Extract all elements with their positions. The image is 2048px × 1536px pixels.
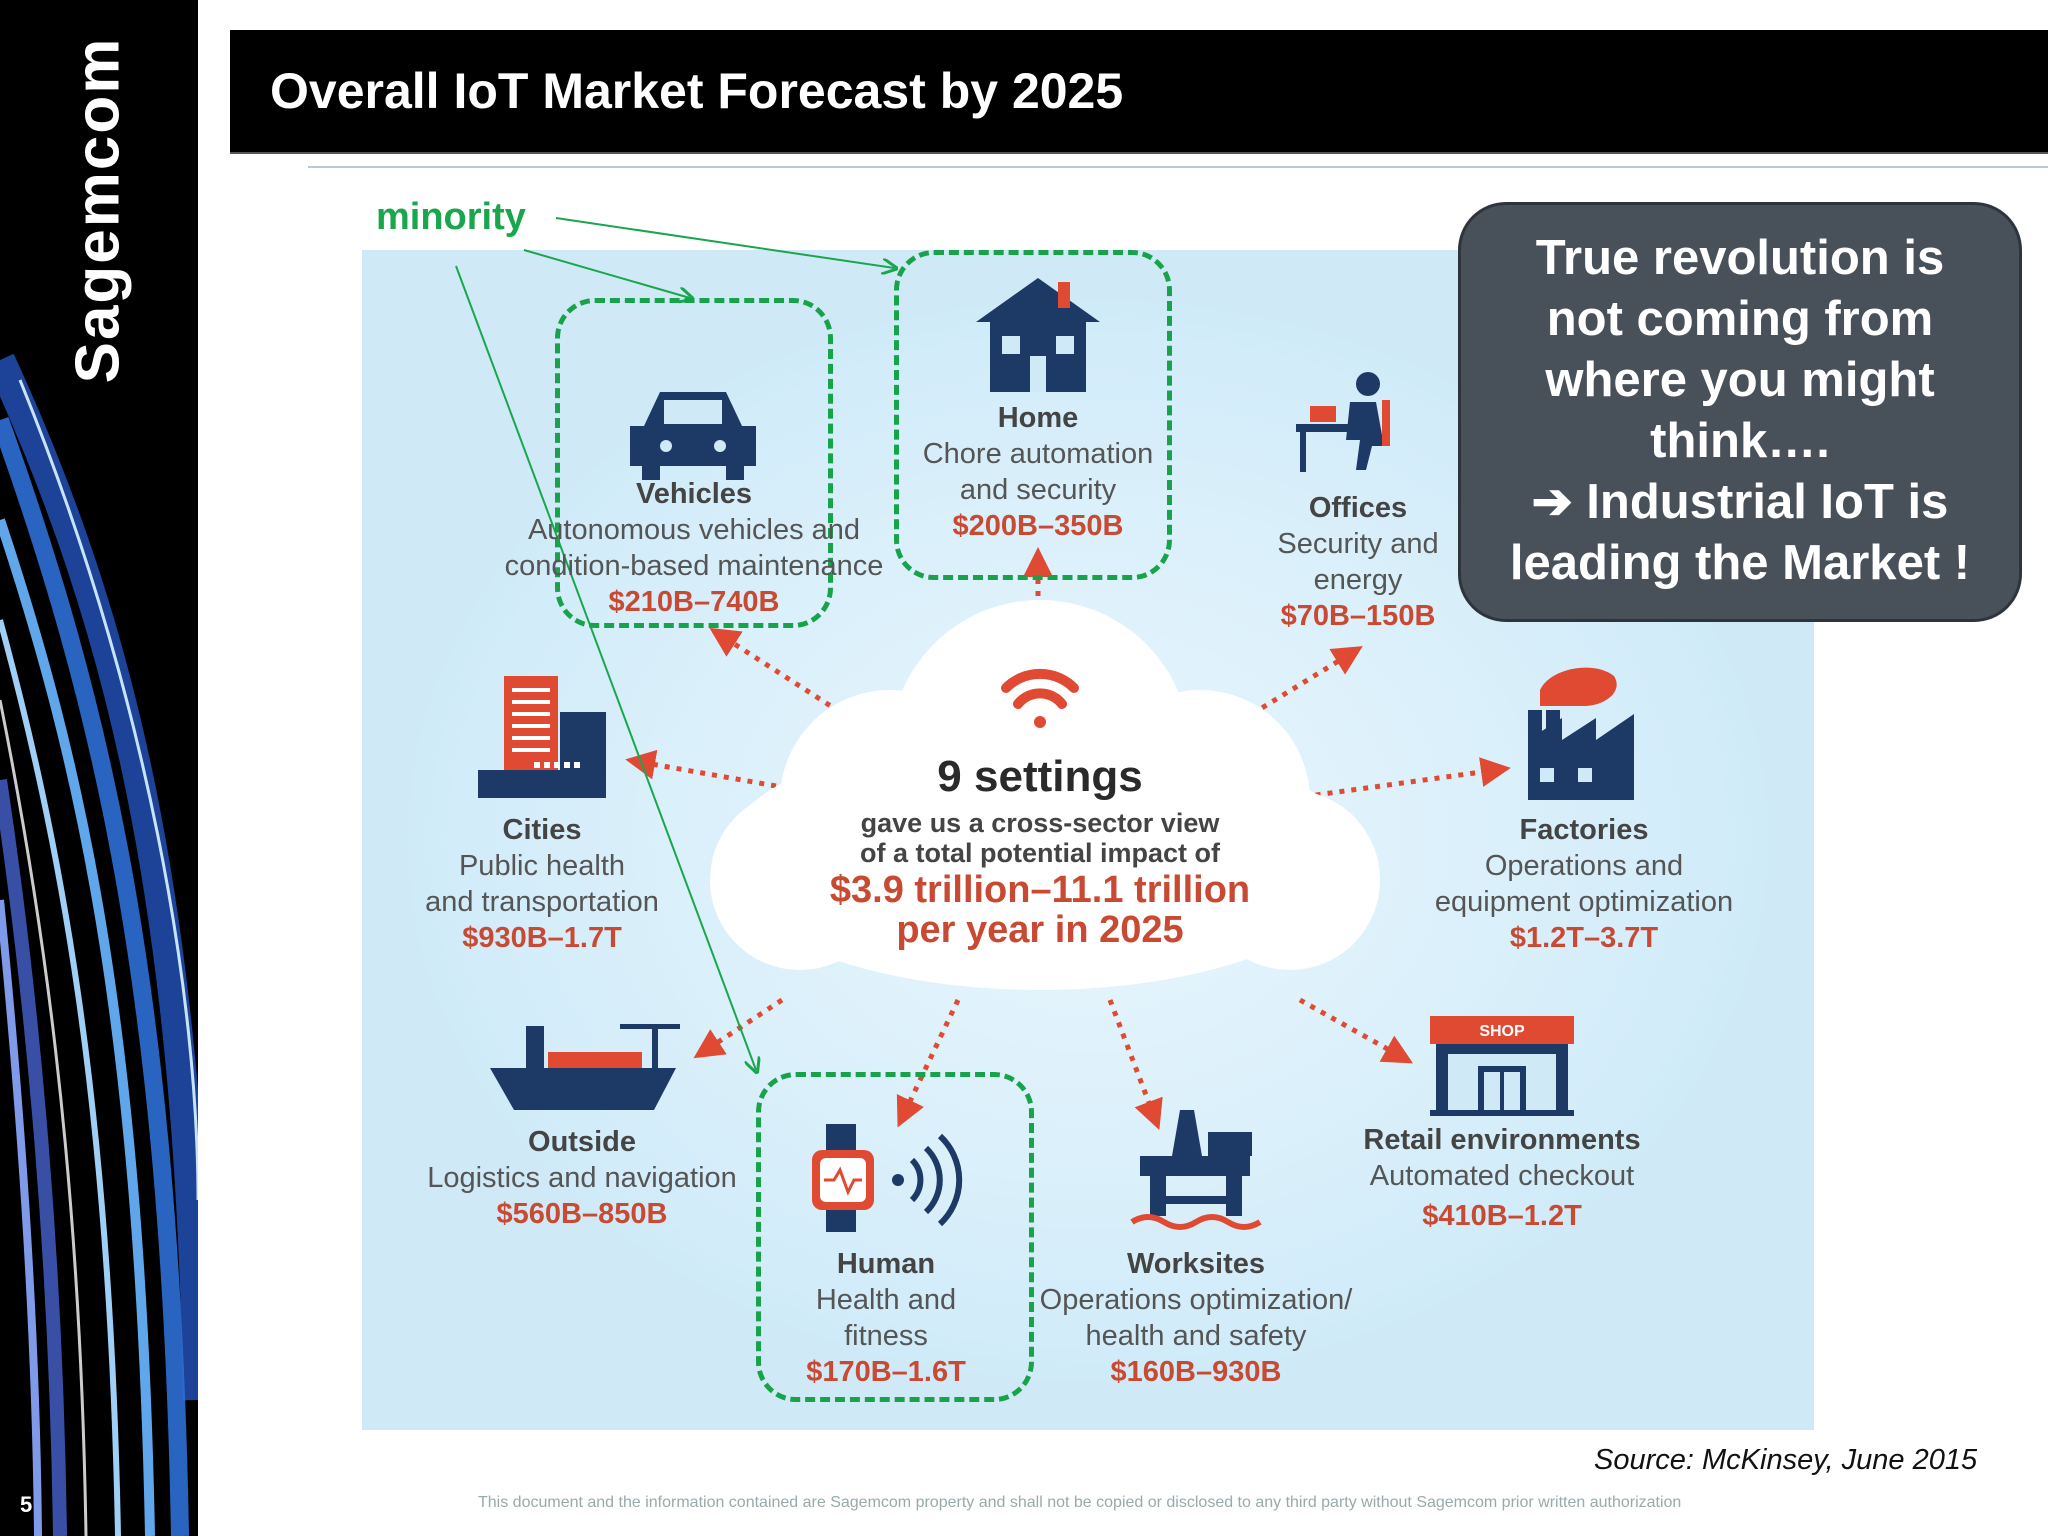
oil-rig-icon bbox=[1130, 1110, 1262, 1230]
minority-label: minority bbox=[376, 196, 526, 238]
callout-line: True revolution is bbox=[1535, 231, 1945, 285]
callout-line: where you might bbox=[1545, 353, 1935, 407]
callout-line: leading the Market ! bbox=[1509, 536, 1971, 590]
swoosh-decoration bbox=[0, 353, 198, 1536]
setting-cities: Cities Public health and transportation … bbox=[425, 812, 659, 956]
setting-name: Retail environments bbox=[1363, 1124, 1641, 1156]
setting-name: Home bbox=[997, 402, 1079, 434]
highlight-box-human bbox=[756, 1072, 1034, 1402]
setting-desc: Chore automation bbox=[922, 438, 1154, 470]
setting-desc: and transportation bbox=[425, 886, 659, 918]
car-icon bbox=[630, 392, 756, 480]
disclaimer: This document and the information contai… bbox=[478, 1494, 1682, 1511]
setting-vehicles: Vehicles Autonomous vehicles and conditi… bbox=[505, 476, 884, 620]
cloud-desc-line: gave us a cross-sector view bbox=[860, 808, 1220, 838]
setting-desc: and security bbox=[959, 474, 1117, 506]
setting-desc: Autonomous vehicles and bbox=[527, 514, 861, 546]
setting-name: Factories bbox=[1519, 814, 1649, 846]
setting-worksites: Worksites Operations optimization/ healt… bbox=[1040, 1246, 1353, 1390]
page-number: 5 bbox=[20, 1492, 33, 1517]
title-bar bbox=[230, 30, 2048, 154]
callout-box bbox=[1458, 202, 2022, 622]
setting-value: $210B–740B bbox=[608, 586, 780, 618]
cloud-title: 9 settings bbox=[937, 752, 1143, 801]
highlight-box-vehicles bbox=[555, 298, 833, 628]
setting-desc: equipment optimization bbox=[1434, 886, 1734, 918]
wifi-icon bbox=[1001, 668, 1079, 728]
title-divider bbox=[308, 166, 2048, 168]
house-icon bbox=[976, 278, 1100, 392]
setting-name: Offices bbox=[1308, 492, 1408, 524]
smartwatch-icon bbox=[812, 1124, 963, 1232]
cloud-impact: $3.9 trillion–11.1 trillion per year in … bbox=[830, 870, 1250, 950]
setting-value: $410B–1.2T bbox=[1422, 1200, 1582, 1232]
source-citation: Source: McKinsey, June 2015 bbox=[1594, 1444, 1978, 1476]
callout-line: ➔ Industrial IoT is bbox=[1531, 475, 1949, 529]
setting-name: Human bbox=[836, 1248, 936, 1280]
setting-value: $170B–1.6T bbox=[806, 1356, 966, 1388]
setting-desc: Operations and bbox=[1484, 850, 1684, 882]
setting-desc: Health and bbox=[815, 1284, 957, 1316]
setting-desc: Public health bbox=[458, 850, 626, 882]
setting-outside: Outside Logistics and navigation $560B–8… bbox=[427, 1124, 737, 1232]
setting-name: Outside bbox=[528, 1126, 636, 1158]
setting-factories: Factories Operations and equipment optim… bbox=[1435, 812, 1733, 956]
setting-value: $70B–150B bbox=[1280, 600, 1436, 632]
factory-icon bbox=[1528, 667, 1634, 800]
setting-name: Cities bbox=[502, 814, 582, 846]
setting-desc: condition-based maintenance bbox=[504, 550, 884, 582]
setting-human: Human Health and fitness $170B–1.6T bbox=[806, 1246, 966, 1390]
cloud-description: gave us a cross-sector view of a total p… bbox=[860, 808, 1220, 868]
setting-name: Worksites bbox=[1126, 1248, 1266, 1280]
city-buildings-icon bbox=[478, 676, 606, 798]
callout-line: think…. bbox=[1650, 414, 1830, 468]
setting-desc: Security and bbox=[1277, 528, 1439, 560]
setting-desc: Operations optimization/ bbox=[1039, 1284, 1353, 1316]
shop-icon: SHOP bbox=[1430, 1016, 1574, 1116]
sidebar: Sagemcom bbox=[0, 0, 198, 1536]
cloud-desc-line: of a total potential impact of bbox=[859, 838, 1221, 868]
setting-value: $1.2T–3.7T bbox=[1509, 922, 1659, 954]
setting-home: Home Chore automation and security $200B… bbox=[923, 400, 1154, 544]
slide-title: Overall IoT Market Forecast by 2025 bbox=[270, 63, 1124, 119]
minority-arrows bbox=[455, 217, 894, 1070]
center-cloud bbox=[710, 600, 1380, 990]
setting-desc: health and safety bbox=[1085, 1320, 1307, 1352]
impact-line: $3.9 trillion–11.1 trillion bbox=[829, 869, 1251, 911]
setting-offices: Offices Security and energy $70B–150B bbox=[1277, 490, 1438, 634]
setting-value: $560B–850B bbox=[496, 1198, 668, 1230]
setting-desc: fitness bbox=[844, 1320, 928, 1352]
office-worker-icon bbox=[1296, 372, 1390, 472]
setting-value: $160B–930B bbox=[1110, 1356, 1282, 1388]
shop-sign-text: SHOP bbox=[1479, 1023, 1525, 1040]
callout-line: not coming from bbox=[1546, 292, 1934, 346]
highlight-box-home bbox=[894, 250, 1172, 580]
setting-retail: Retail environments Automated checkout $… bbox=[1363, 1122, 1640, 1234]
setting-value: $200B–350B bbox=[952, 510, 1124, 542]
cargo-ship-icon bbox=[490, 1024, 680, 1110]
setting-desc: Logistics and navigation bbox=[427, 1162, 737, 1194]
impact-line: per year in 2025 bbox=[896, 909, 1184, 951]
setting-desc: energy bbox=[1313, 564, 1403, 596]
setting-value: $930B–1.7T bbox=[462, 922, 622, 954]
callout-text: True revolution is not coming from where… bbox=[1458, 228, 2022, 594]
setting-name: Vehicles bbox=[635, 478, 753, 510]
setting-desc: Automated checkout bbox=[1369, 1160, 1635, 1192]
